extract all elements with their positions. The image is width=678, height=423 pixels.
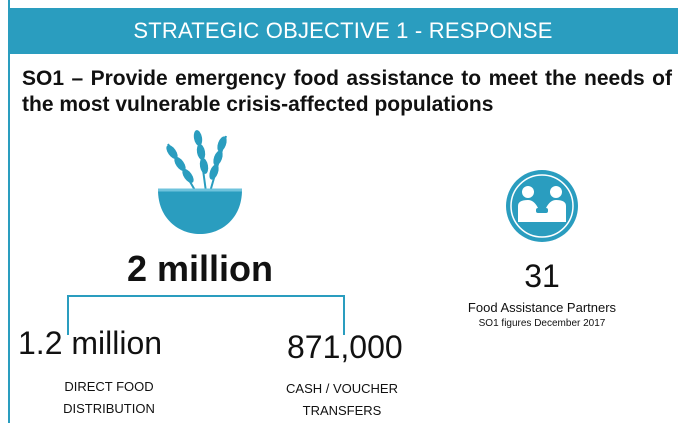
partners-count: 31: [524, 258, 560, 294]
breakdown-bracket: [67, 295, 345, 335]
section-banner: STRATEGIC OBJECTIVE 1 - RESPONSE: [8, 8, 678, 54]
direct-distribution-label: DIRECT FOOD DISTRIBUTION: [63, 379, 155, 416]
handshake-icon: [506, 170, 578, 242]
total-reached: 2 million: [126, 248, 274, 289]
figures-note: SO1 figures December 2017: [478, 318, 606, 329]
objective-statement: SO1 – Provide emergency food assistance …: [22, 67, 672, 116]
left-border: [8, 0, 10, 423]
partners-label: Food Assistance Partners: [467, 300, 617, 315]
direct-distribution-value: 1.2 million: [18, 325, 163, 361]
cash-voucher-value: 871,000: [287, 329, 403, 365]
banner-title: STRATEGIC OBJECTIVE 1 - RESPONSE: [133, 18, 553, 43]
cash-voucher-label: CASH / VOUCHER TRANSFERS: [286, 381, 398, 418]
wheat-bowl-icon: [158, 130, 242, 234]
